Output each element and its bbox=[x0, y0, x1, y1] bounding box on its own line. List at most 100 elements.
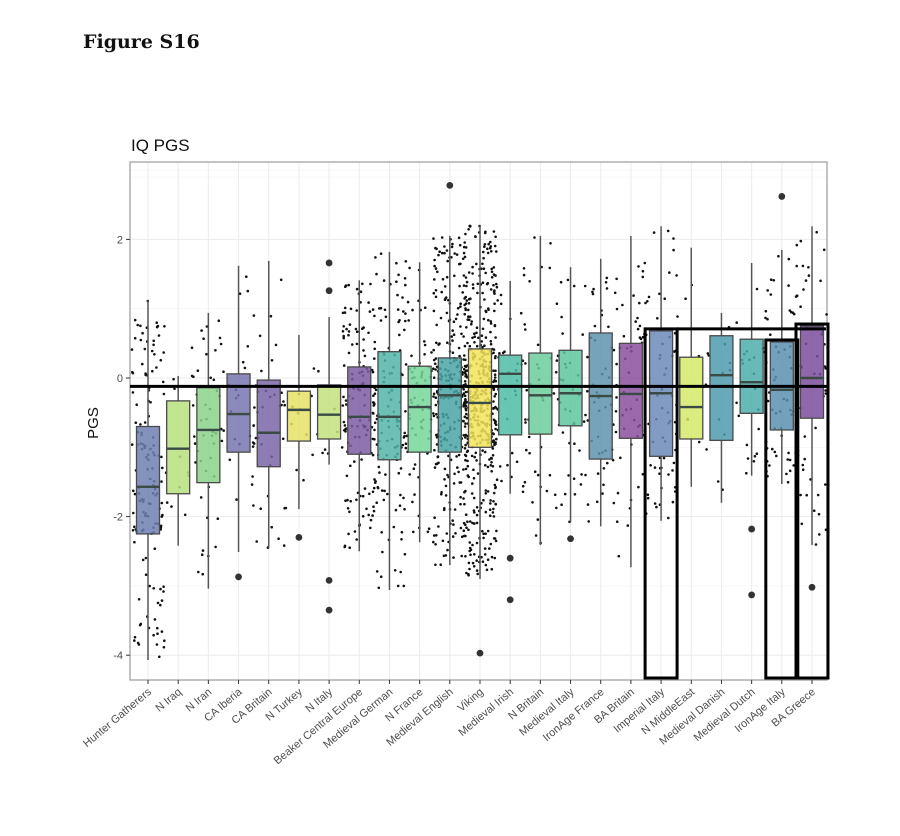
data-point bbox=[472, 509, 476, 512]
data-point bbox=[459, 526, 463, 530]
box-n-turkey bbox=[286, 335, 312, 541]
data-point bbox=[433, 278, 436, 281]
data-point bbox=[531, 501, 534, 504]
data-point bbox=[408, 473, 412, 476]
box-iqr bbox=[347, 366, 372, 455]
data-point bbox=[465, 299, 469, 302]
data-point bbox=[552, 392, 556, 395]
data-point bbox=[434, 246, 437, 250]
data-point bbox=[432, 358, 436, 362]
data-point bbox=[200, 329, 203, 332]
data-point bbox=[152, 633, 155, 637]
data-point bbox=[582, 420, 586, 423]
data-point bbox=[475, 513, 479, 517]
data-point bbox=[488, 547, 491, 550]
highlight-box bbox=[643, 327, 679, 680]
data-point bbox=[343, 306, 347, 310]
data-point bbox=[814, 543, 818, 546]
data-point bbox=[658, 472, 661, 476]
data-point bbox=[435, 323, 439, 327]
data-point bbox=[394, 508, 398, 512]
data-point bbox=[647, 295, 651, 299]
data-point bbox=[311, 453, 314, 457]
data-point bbox=[433, 264, 436, 268]
data-point bbox=[205, 352, 208, 356]
data-point bbox=[283, 403, 287, 407]
data-point bbox=[788, 458, 792, 462]
data-point bbox=[523, 323, 526, 326]
data-point bbox=[434, 295, 438, 299]
data-point bbox=[347, 333, 350, 337]
data-point bbox=[137, 598, 141, 601]
data-point bbox=[480, 340, 484, 343]
data-point bbox=[457, 346, 461, 350]
data-point bbox=[432, 395, 435, 398]
data-point bbox=[379, 319, 383, 322]
data-point bbox=[368, 492, 371, 496]
outlier-point bbox=[476, 649, 484, 657]
data-point bbox=[614, 430, 618, 434]
data-point bbox=[133, 336, 137, 340]
data-point bbox=[159, 524, 163, 528]
data-point bbox=[638, 324, 642, 328]
box-n-iran bbox=[196, 312, 221, 589]
data-point bbox=[464, 467, 468, 471]
data-point bbox=[163, 325, 166, 328]
box-iqr bbox=[679, 356, 704, 440]
data-point bbox=[371, 514, 374, 517]
data-point bbox=[399, 467, 403, 470]
data-point bbox=[411, 308, 414, 312]
data-point bbox=[443, 467, 447, 471]
data-point bbox=[464, 513, 468, 516]
data-point bbox=[349, 499, 353, 503]
data-point bbox=[555, 302, 559, 306]
data-point bbox=[486, 490, 490, 493]
data-point bbox=[371, 370, 375, 374]
data-point bbox=[194, 461, 197, 464]
data-point bbox=[445, 275, 449, 279]
data-point bbox=[467, 308, 470, 312]
data-point bbox=[471, 561, 475, 565]
data-point bbox=[359, 290, 363, 294]
data-point bbox=[432, 392, 436, 396]
x-tick-label: Hunter Gatherers bbox=[81, 686, 154, 750]
data-point bbox=[484, 563, 488, 567]
data-point bbox=[433, 362, 437, 366]
data-point bbox=[812, 509, 816, 512]
data-point bbox=[534, 534, 538, 537]
data-point bbox=[462, 245, 466, 249]
data-point bbox=[522, 267, 526, 270]
data-point bbox=[454, 532, 457, 535]
data-point bbox=[453, 508, 457, 511]
data-point bbox=[489, 464, 493, 467]
box-imperial-italy bbox=[648, 226, 674, 521]
data-point bbox=[596, 472, 600, 475]
data-point bbox=[561, 431, 565, 434]
data-point bbox=[745, 471, 748, 475]
box-iqr bbox=[739, 338, 764, 414]
data-point bbox=[494, 442, 497, 446]
data-point bbox=[395, 261, 398, 265]
data-point bbox=[481, 529, 484, 533]
data-point bbox=[138, 623, 142, 627]
data-point bbox=[133, 635, 137, 639]
data-point bbox=[463, 453, 467, 457]
data-point bbox=[584, 413, 587, 417]
data-point bbox=[521, 484, 525, 488]
data-point bbox=[450, 245, 454, 249]
data-point bbox=[380, 489, 384, 492]
data-point bbox=[475, 262, 478, 266]
data-point bbox=[150, 349, 154, 353]
data-point bbox=[533, 236, 536, 239]
data-point bbox=[403, 435, 406, 438]
box-medieval-danish bbox=[709, 312, 734, 503]
data-point bbox=[487, 308, 490, 312]
data-point bbox=[464, 422, 467, 425]
data-point bbox=[136, 323, 139, 327]
data-point bbox=[432, 348, 436, 352]
data-point bbox=[170, 505, 173, 508]
data-point bbox=[453, 472, 456, 476]
data-point bbox=[477, 336, 480, 340]
data-point bbox=[376, 485, 380, 489]
data-point bbox=[446, 473, 449, 477]
